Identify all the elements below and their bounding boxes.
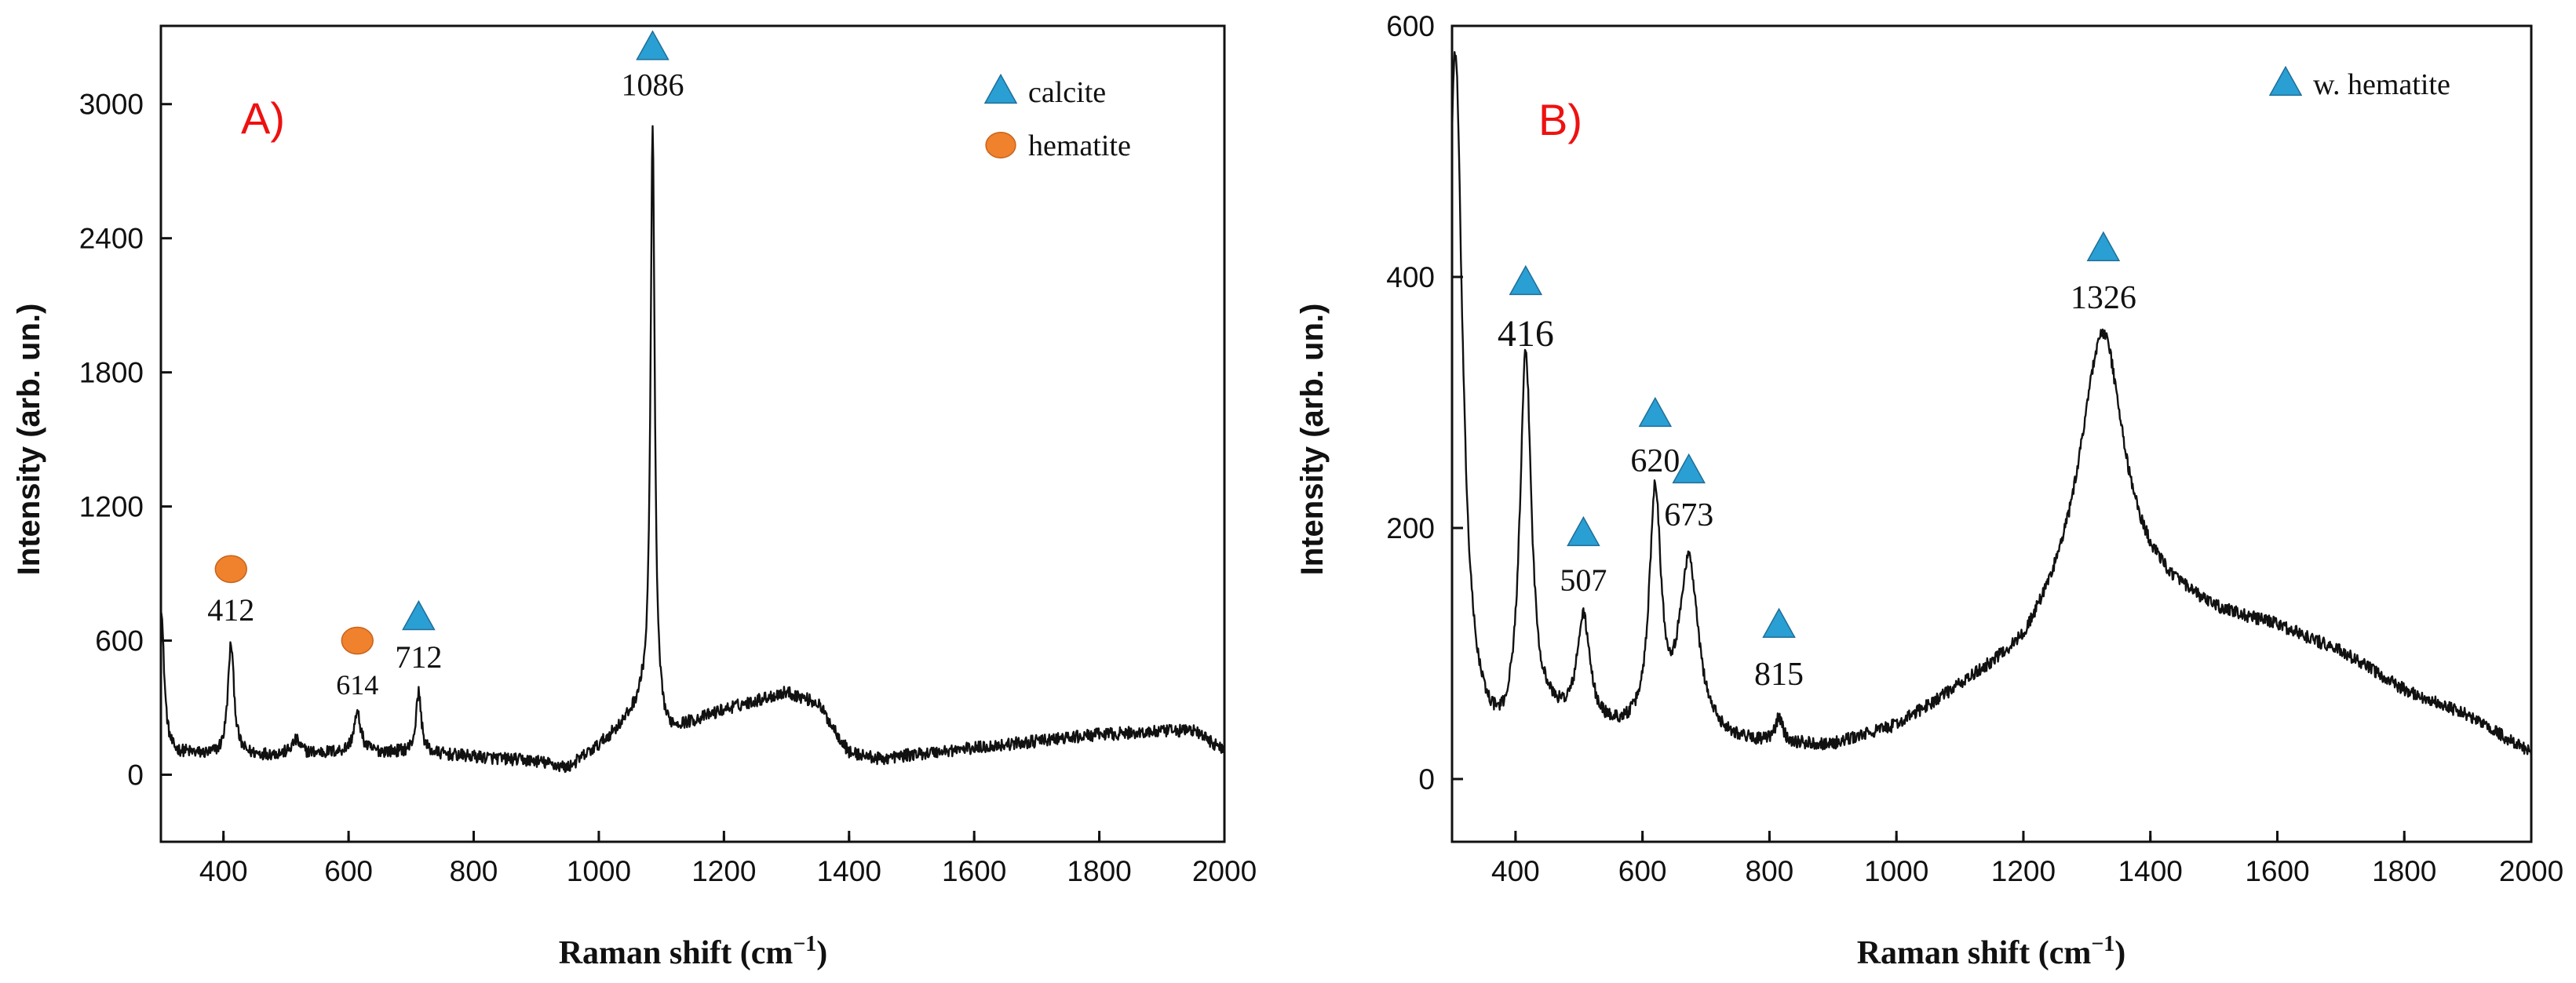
y-tick-label: 0 — [1418, 763, 1435, 796]
legend-label: w. hematite — [2313, 68, 2450, 101]
peak-marker-triangle — [1762, 607, 1796, 638]
y-tick-label: 200 — [1386, 512, 1435, 544]
x-axis-title: Raman shift (cm−1) — [1857, 932, 2126, 971]
x-tick-label: 1400 — [2118, 855, 2183, 887]
x-tick-label: 1200 — [691, 855, 756, 887]
peak-label-620: 620 — [1630, 443, 1680, 479]
y-tick-label: 400 — [1386, 261, 1435, 293]
x-tick-label: 1600 — [942, 855, 1006, 887]
y-tick-label: 2400 — [79, 223, 144, 255]
y-tick-label: 600 — [1386, 10, 1435, 42]
x-axis-title-sup: −1 — [2091, 932, 2114, 956]
x-tick-label: 800 — [1746, 855, 1794, 887]
x-axis-title-close: ) — [2114, 935, 2125, 971]
peak-label-712: 712 — [395, 639, 442, 675]
x-tick-label: 1400 — [817, 855, 881, 887]
peak-marker-triangle — [2086, 231, 2121, 261]
peak-marker-circle — [214, 555, 247, 584]
chart-panel-b: 400 600 800 1000 1200 1400 1600 1800 2000 0 200 400… — [1295, 10, 2563, 971]
spectrum-line — [159, 125, 1226, 774]
peak-label-412: 412 — [207, 592, 254, 628]
x-axis-title-close: ) — [816, 935, 827, 971]
x-tick-label: 400 — [199, 855, 248, 887]
x-tick-label: 1800 — [2372, 855, 2436, 887]
x-tick-label: 2000 — [1192, 855, 1257, 887]
panel-label: A) — [241, 93, 285, 143]
legend-marker-triangle — [2268, 65, 2303, 96]
x-tick-label: 600 — [324, 855, 373, 887]
y-tick-label: 0 — [127, 759, 144, 792]
peak-label-1086: 1086 — [621, 67, 684, 102]
x-tick-label: 400 — [1491, 855, 1540, 887]
peak-label-416: 416 — [1498, 313, 1554, 355]
y-axis-title: Intensity (arb. un.) — [1295, 304, 1330, 576]
peak-marker-triangle — [1638, 396, 1673, 428]
peak-marker-triangle — [1567, 515, 1600, 547]
peak-label-1326: 1326 — [2071, 280, 2136, 316]
y-tick-label: 1800 — [79, 357, 144, 389]
x-tick-label: 1600 — [2245, 855, 2309, 887]
y-tick-label: 1200 — [79, 491, 144, 523]
plot-frame — [159, 24, 1226, 843]
spectrum-line — [1450, 51, 2533, 758]
plot-frame — [1450, 24, 2533, 843]
x-tick-label: 1000 — [1864, 855, 1928, 887]
x-axis-title-sup: −1 — [793, 932, 816, 956]
panel-label: B) — [1538, 95, 1582, 144]
x-axis-title-main: Raman shift (cm — [1857, 935, 2092, 971]
x-tick-label: 2000 — [2499, 855, 2563, 887]
peak-label-507: 507 — [1560, 562, 1607, 598]
peak-marker-circle — [341, 626, 374, 655]
x-tick-label: 1000 — [567, 855, 631, 887]
y-axis-title: Intensity (arb. un.) — [12, 304, 46, 576]
y-tick-label: 3000 — [79, 89, 144, 121]
peak-label-815: 815 — [1754, 657, 1804, 693]
legend-label: hematite — [1028, 129, 1131, 162]
x-tick-label: 1200 — [1991, 855, 2056, 887]
x-axis-title-main: Raman shift (cm — [559, 935, 794, 971]
peak-marker-triangle — [1509, 264, 1543, 296]
peak-label-673: 673 — [1664, 497, 1713, 533]
x-axis-title: Raman shift (cm−1) — [559, 932, 828, 971]
x-tick-label: 800 — [450, 855, 498, 887]
legend-marker-triangle — [983, 73, 1018, 104]
peak-marker-triangle — [1672, 453, 1706, 484]
y-tick-label: 600 — [95, 625, 144, 657]
legend-marker-circle — [985, 132, 1016, 158]
x-tick-label: 600 — [1618, 855, 1667, 887]
peak-marker-triangle — [402, 599, 436, 631]
peak-marker-triangle — [636, 30, 670, 60]
chart-panel-a: 400 600 800 1000 1200 1400 1600 1800 2000 0 600 120… — [12, 24, 1257, 971]
peak-label-614: 614 — [336, 669, 378, 701]
x-tick-label: 1800 — [1067, 855, 1131, 887]
legend-label: calcite — [1028, 76, 1106, 109]
